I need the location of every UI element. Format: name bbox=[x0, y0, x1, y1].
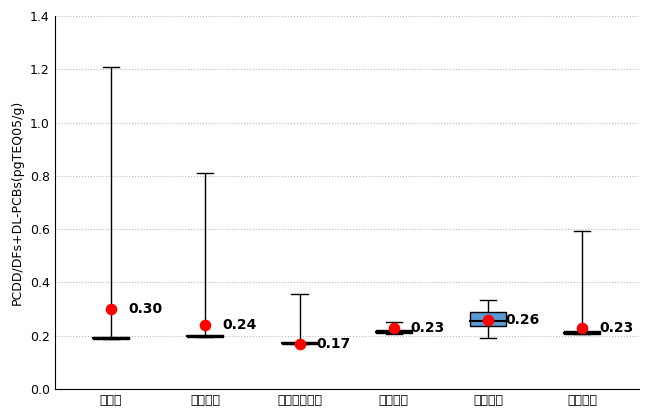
Text: 0.17: 0.17 bbox=[317, 337, 351, 351]
Text: 0.26: 0.26 bbox=[505, 313, 540, 327]
Point bbox=[200, 322, 211, 329]
Text: 0.23: 0.23 bbox=[411, 321, 445, 335]
Y-axis label: PCDD/DFs+DL-PCBs(pgTEQ05/g): PCDD/DFs+DL-PCBs(pgTEQ05/g) bbox=[11, 100, 24, 305]
Text: 0.23: 0.23 bbox=[599, 321, 634, 335]
Point bbox=[294, 340, 305, 347]
Point bbox=[483, 316, 493, 323]
Bar bbox=[470, 312, 506, 326]
Text: 0.24: 0.24 bbox=[222, 318, 257, 332]
Bar bbox=[93, 336, 129, 339]
Text: 0.30: 0.30 bbox=[128, 302, 162, 316]
Point bbox=[389, 324, 399, 331]
Point bbox=[577, 324, 588, 331]
Bar bbox=[187, 335, 223, 336]
Point bbox=[106, 306, 116, 313]
Bar bbox=[564, 331, 600, 334]
Bar bbox=[281, 342, 317, 344]
Bar bbox=[376, 330, 411, 333]
